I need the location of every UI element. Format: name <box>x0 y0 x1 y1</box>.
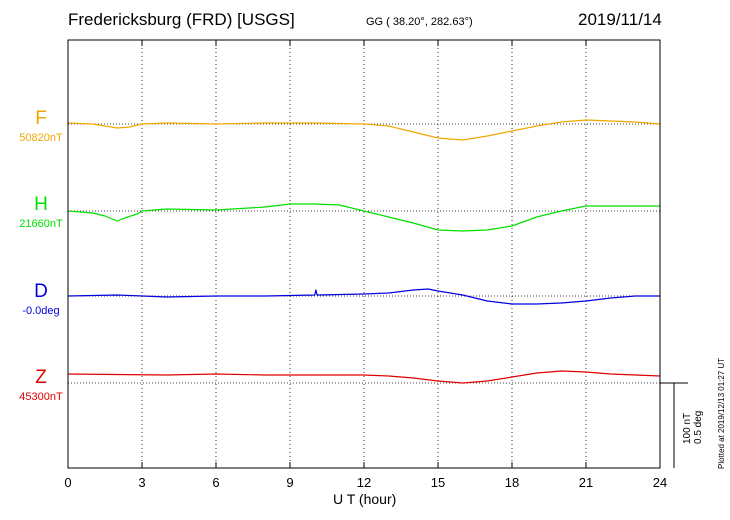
plotted-note: Plotted at 2019/12/13 01:27 UT <box>717 358 726 469</box>
channel-baseline-h: 21660nT <box>19 218 63 230</box>
x-tick-label-0: 0 <box>64 475 71 490</box>
channel-label-d: D -0.0deg <box>10 281 72 317</box>
scale-bar: 100 nT 0.5 deg <box>660 382 704 468</box>
x-tick-label-18: 18 <box>505 475 519 490</box>
series-line-z <box>67 370 661 384</box>
series-line-h <box>67 203 660 232</box>
chart-date: 2019/11/14 <box>578 10 662 29</box>
chart-title: Fredericksburg (FRD) [USGS] <box>68 10 295 29</box>
channel-baseline-f: 50820nT <box>19 132 63 144</box>
channel-label-z: Z 45300nT <box>10 367 72 403</box>
x-tick-label-15: 15 <box>431 475 445 490</box>
x-axis: 0 3 6 9 12 15 18 21 24 <box>64 40 667 490</box>
channel-name-z: Z <box>35 367 47 388</box>
grid <box>141 40 587 468</box>
channel-label-h: H 21660nT <box>10 194 72 230</box>
x-tick-label-9: 9 <box>286 475 293 490</box>
x-tick-label-24: 24 <box>653 475 667 490</box>
channel-baseline-z: 45300nT <box>19 391 63 403</box>
channel-label-f: F 50820nT <box>10 108 72 144</box>
series-lines <box>67 119 661 384</box>
x-tick-label-6: 6 <box>212 475 219 490</box>
series-line-f <box>67 119 661 141</box>
x-tick-label-21: 21 <box>579 475 593 490</box>
channel-name-d: D <box>34 281 48 302</box>
x-tick-label-12: 12 <box>357 475 371 490</box>
series-line-d <box>67 288 660 305</box>
channel-baseline-d: -0.0deg <box>22 305 60 317</box>
channel-name-f: F <box>35 108 47 129</box>
channel-name-h: H <box>34 194 48 215</box>
x-axis-label: U T (hour) <box>333 491 397 507</box>
station-coordinates: GG ( 38.20°, 282.63°) <box>366 16 473 28</box>
x-tick-label-3: 3 <box>138 475 145 490</box>
scale-bar-deg: 0.5 deg <box>693 411 704 444</box>
scale-bar-nt: 100 nT <box>682 413 693 444</box>
